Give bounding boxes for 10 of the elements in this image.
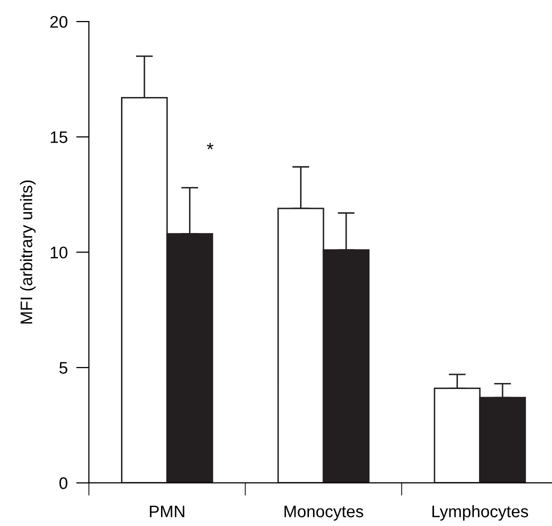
y-axis-title: MFI (arbitrary units) — [20, 180, 36, 324]
y-tick-label: 10 — [50, 246, 68, 258]
y-tick-label: 20 — [50, 16, 68, 28]
x-tick-label: Lymphocytes — [432, 505, 528, 521]
x-tick-label: Monocytes — [284, 506, 364, 521]
y-tick-label: 0 — [59, 477, 68, 490]
y-tick-label: 15 — [50, 131, 68, 144]
annotation: * — [206, 142, 214, 150]
x-tick-label: PMN — [150, 506, 184, 518]
y-tick-label: 5 — [59, 362, 68, 374]
